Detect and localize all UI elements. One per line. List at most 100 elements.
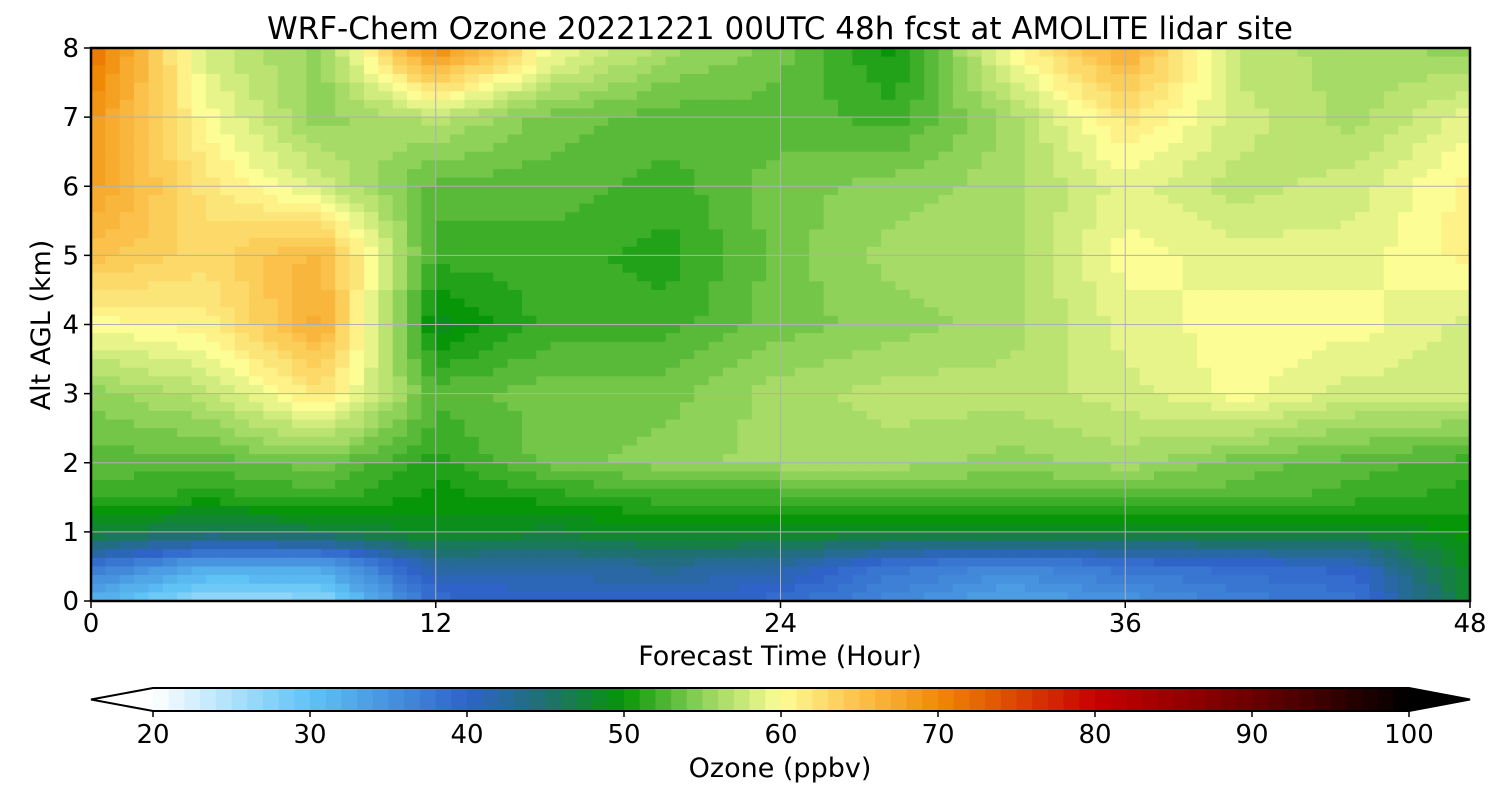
- contour-cell: [162, 315, 178, 326]
- contour-cell: [119, 350, 135, 360]
- contour-cell: [895, 117, 911, 127]
- contour-cell: [1441, 419, 1457, 429]
- contour-cell: [1268, 255, 1284, 265]
- contour-cell: [1082, 410, 1098, 421]
- contour-cell: [622, 91, 638, 101]
- contour-cell: [1254, 333, 1270, 343]
- contour-cell: [708, 194, 724, 205]
- contour-cell: [1010, 359, 1026, 369]
- contour-cell: [794, 91, 810, 101]
- contour-cell: [478, 367, 494, 377]
- contour-cell: [1139, 186, 1155, 196]
- contour-cell: [837, 238, 853, 248]
- contour-cell: [1412, 350, 1428, 360]
- contour-cell: [1010, 117, 1026, 127]
- contour-cell: [1283, 359, 1299, 369]
- contour-cell: [881, 289, 897, 300]
- contour-cell: [177, 488, 193, 498]
- contour-cell: [392, 410, 408, 421]
- contour-cell: [1010, 91, 1026, 101]
- contour-cell: [1441, 125, 1457, 136]
- contour-cell: [608, 125, 624, 136]
- contour-cell: [967, 281, 983, 291]
- contour-cell: [1067, 220, 1083, 231]
- contour-cell: [1010, 376, 1026, 386]
- contour-cell: [162, 255, 178, 265]
- contour-cell: [292, 488, 308, 498]
- contour-cell: [148, 108, 164, 118]
- contour-cell: [1125, 341, 1141, 352]
- contour-cell: [550, 333, 566, 343]
- contour-cell: [464, 194, 480, 205]
- contour-cell: [837, 480, 853, 490]
- contour-cell: [909, 341, 925, 352]
- contour-cell: [1082, 99, 1098, 110]
- contour-cell: [895, 238, 911, 248]
- contour-cell: [1110, 125, 1126, 136]
- contour-cell: [306, 471, 322, 481]
- contour-cell: [119, 255, 135, 265]
- contour-cell: [493, 108, 509, 118]
- contour-cell: [665, 454, 681, 464]
- contour-cell: [565, 99, 580, 110]
- contour-cell: [909, 99, 925, 110]
- contour-cell: [651, 91, 667, 101]
- contour-cell: [1340, 480, 1356, 490]
- contour-cell: [349, 168, 365, 179]
- contour-cell: [335, 82, 351, 92]
- contour-cell: [1225, 229, 1241, 239]
- contour-cell: [1240, 65, 1256, 75]
- contour-cell: [981, 471, 997, 481]
- contour-cell: [306, 289, 322, 300]
- contour-cell: [277, 272, 293, 282]
- contour-cell: [852, 376, 868, 386]
- contour-cell: [105, 384, 121, 395]
- contour-cell: [1412, 255, 1428, 265]
- contour-cell: [794, 186, 810, 196]
- contour-cell: [1383, 428, 1399, 438]
- contour-cell: [91, 289, 106, 300]
- contour-cell: [292, 298, 308, 308]
- contour-cell: [105, 289, 121, 300]
- contour-cell: [335, 108, 351, 118]
- contour-cell: [1211, 315, 1227, 326]
- contour-cell: [1168, 341, 1184, 352]
- contour-cell: [1153, 125, 1169, 136]
- contour-cell: [162, 333, 178, 343]
- contour-cell: [1168, 151, 1184, 161]
- contour-cell: [1297, 264, 1313, 274]
- contour-cell: [665, 186, 681, 196]
- contour-cell: [277, 480, 293, 490]
- contour-cell: [981, 359, 997, 369]
- contour-cell: [1010, 134, 1026, 144]
- contour-cell: [277, 82, 293, 92]
- contour-cell: [737, 436, 753, 447]
- contour-cell: [263, 471, 279, 481]
- contour-cell: [1096, 428, 1112, 438]
- contour-cell: [952, 151, 968, 161]
- contour-cell: [651, 255, 667, 265]
- contour-cell: [234, 488, 250, 498]
- contour-cell: [1197, 298, 1213, 308]
- contour-cell: [119, 436, 135, 447]
- contour-cell: [1412, 82, 1428, 92]
- contour-cell: [1110, 48, 1126, 58]
- contour-cell: [636, 56, 652, 66]
- contour-cell: [608, 117, 624, 127]
- contour-cell: [1268, 143, 1284, 153]
- contour-cell: [292, 99, 308, 110]
- contour-cell: [320, 480, 336, 490]
- contour-cell: [249, 151, 264, 161]
- contour-cell: [349, 367, 365, 377]
- contour-cell: [1182, 143, 1198, 153]
- contour-cell: [651, 341, 667, 352]
- contour-cell: [909, 367, 925, 377]
- contour-cell: [105, 168, 121, 179]
- contour-cell: [579, 402, 595, 412]
- contour-cell: [938, 454, 954, 464]
- contour-cell: [866, 428, 882, 438]
- contour-cell: [1355, 134, 1371, 144]
- contour-cell: [909, 264, 925, 274]
- contour-cell: [1369, 402, 1385, 412]
- contour-cell: [363, 82, 379, 92]
